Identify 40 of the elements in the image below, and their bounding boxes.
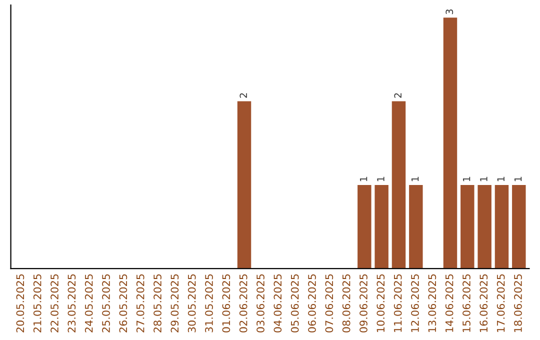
x-tick-label: 22.05.2025: [50, 274, 58, 332]
x-tick-label: 08.06.2025: [342, 274, 350, 332]
data-label: 2: [394, 93, 402, 98]
data-label: 1: [514, 176, 522, 182]
x-tick-label: 13.06.2025: [428, 274, 436, 332]
x-tick-label: 24.05.2025: [84, 274, 93, 332]
x-tick-label: 17.06.2025: [496, 274, 505, 332]
data-label: 1: [412, 176, 419, 182]
data-label: 1: [377, 176, 384, 182]
x-tick-label: 06.06.2025: [308, 274, 316, 332]
x-tick-label: 03.06.2025: [256, 274, 264, 332]
x-tick-label: 09.06.2025: [360, 274, 368, 332]
x-tick-label: 23.05.2025: [68, 274, 76, 332]
data-label: 1: [463, 176, 470, 182]
x-tick-label: 04.06.2025: [274, 274, 282, 332]
x-tick-label: 07.06.2025: [325, 274, 334, 332]
data-label: 1: [497, 176, 504, 182]
x-tick-label: 16.06.2025: [480, 274, 488, 332]
x-tick-label: 21.05.2025: [33, 274, 42, 332]
data-label: 3: [446, 9, 454, 14]
x-tick-label: 26.05.2025: [119, 274, 128, 332]
x-tick-label: 02.06.2025: [239, 274, 248, 332]
x-tick-label: 18.06.2025: [514, 274, 522, 332]
x-tick-label: 25.05.2025: [102, 274, 110, 332]
x-tick-label: 28.05.2025: [154, 274, 162, 332]
x-tick-label: 29.05.2025: [170, 274, 179, 332]
x-tick-label: 11.06.2025: [394, 274, 402, 332]
x-tick-label: 12.06.2025: [411, 274, 419, 332]
x-tick-label: 27.05.2025: [136, 274, 144, 332]
data-label: 1: [480, 176, 488, 182]
x-tick-label: 10.06.2025: [376, 274, 385, 332]
x-tick-label: 14.06.2025: [445, 274, 454, 332]
x-tick-label: 15.06.2025: [462, 274, 470, 332]
x-tick-label: 30.05.2025: [188, 274, 196, 332]
x-tick-label: 05.06.2025: [290, 274, 299, 332]
x-tick-label: 20.05.2025: [16, 274, 24, 332]
data-label: 2: [240, 93, 247, 98]
x-tick-label: 01.06.2025: [222, 274, 230, 332]
x-tick-label: 31.05.2025: [205, 274, 213, 332]
data-label: 1: [360, 176, 368, 182]
